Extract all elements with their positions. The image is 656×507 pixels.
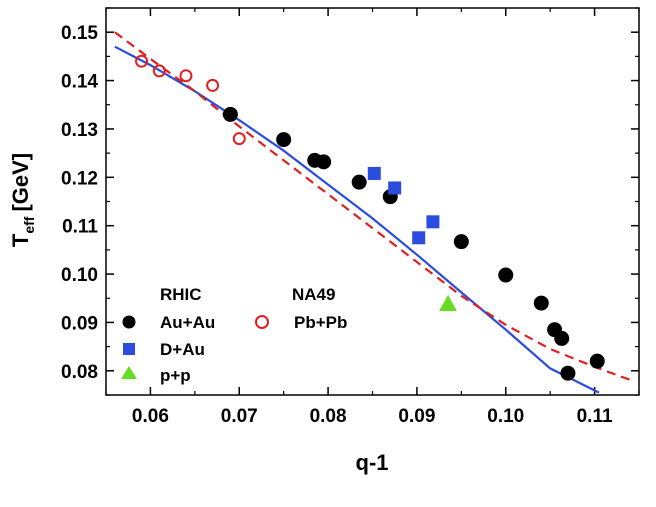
x-tick-label: 0.10 (487, 406, 524, 427)
legend-label-p-p: p+p (160, 366, 191, 385)
y-tick-label: 0.14 (61, 72, 98, 93)
point-pb-pb (232, 132, 246, 146)
axis-ticks: 0.06 0.07 0.08 0.09 0.10 0.11 0.08 0.09 0.10 0.11… (61, 7, 640, 427)
point-au-au (533, 295, 549, 311)
data-points (135, 54, 605, 381)
y-axis-title-unit: [GeV] (8, 153, 33, 212)
legend-marker-au-au (122, 315, 136, 329)
y-tick-label: 0.10 (61, 265, 98, 286)
y-axis-title: Teff [GeV] (8, 153, 37, 247)
point-au-au (560, 365, 576, 381)
x-axis-title: q-1 (356, 450, 389, 475)
point-au-au (589, 353, 605, 369)
point-pb-pb (152, 64, 166, 78)
point-au-au (453, 234, 469, 250)
legend-label-d-au: D+Au (160, 340, 205, 359)
point-d-au (426, 215, 440, 229)
fit-curves (114, 31, 635, 394)
x-tick-label: 0.06 (132, 406, 169, 427)
point-pb-pb (179, 69, 193, 83)
x-tick-label: 0.07 (221, 406, 258, 427)
legend-label-pb-pb: Pb+Pb (294, 313, 347, 332)
legend-label-au-au: Au+Au (160, 313, 215, 332)
legend: RHIC NA49 Au+Au Pb+Pb D+Au p+p (121, 285, 347, 385)
x-tick-label: 0.09 (398, 406, 435, 427)
point-d-au (367, 166, 381, 180)
point-d-au (412, 231, 426, 245)
point-pb-pb (135, 54, 149, 68)
x-tick-label: 0.11 (577, 406, 613, 427)
y-axis-title-main: T (8, 233, 33, 247)
x-tick-label: 0.08 (310, 406, 347, 427)
legend-group-na49: NA49 (292, 285, 335, 304)
point-p-p (439, 295, 458, 312)
dashed-fit-line (114, 31, 635, 383)
legend-marker-p-p (121, 366, 137, 379)
point-au-au (222, 106, 238, 122)
point-au-au (316, 154, 332, 170)
legend-marker-pb-pb (255, 315, 269, 329)
y-tick-label: 0.12 (61, 168, 98, 189)
legend-marker-d-au (123, 343, 135, 355)
y-axis-title-sub: eff (21, 216, 37, 233)
point-d-au (388, 181, 402, 195)
point-au-au (554, 330, 570, 346)
point-au-au (498, 267, 514, 283)
point-pb-pb (206, 78, 220, 92)
point-au-au (276, 132, 292, 148)
legend-group-rhic: RHIC (160, 285, 202, 304)
y-tick-label: 0.13 (61, 120, 98, 141)
point-au-au (351, 174, 367, 190)
y-tick-label: 0.11 (62, 217, 98, 238)
y-tick-label: 0.08 (61, 362, 98, 383)
y-tick-label: 0.09 (61, 313, 98, 334)
y-tick-label: 0.15 (61, 23, 98, 44)
